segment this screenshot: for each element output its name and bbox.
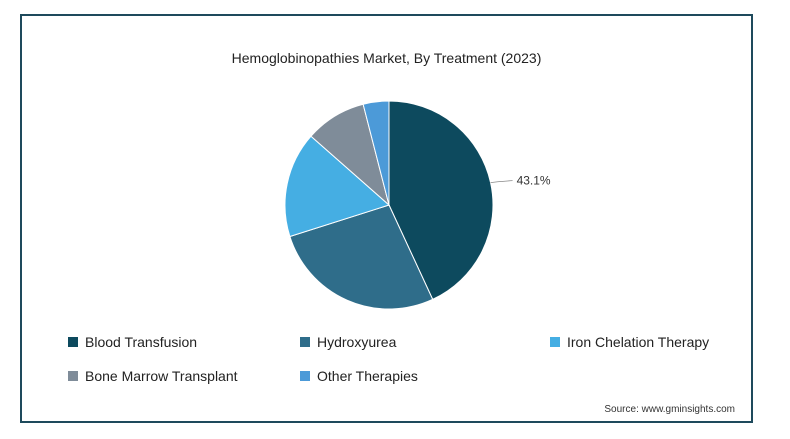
legend-label-bone-marrow-transplant: Bone Marrow Transplant [85, 368, 238, 384]
legend-item-hydroxyurea: Hydroxyurea [300, 334, 396, 350]
chart-frame: Hemoglobinopathies Market, By Treatment … [20, 14, 753, 423]
legend-item-iron-chelation-therapy: Iron Chelation Therapy [550, 334, 709, 350]
legend-label-other-therapies: Other Therapies [317, 368, 418, 384]
legend-item-bone-marrow-transplant: Bone Marrow Transplant [68, 368, 238, 384]
legend-swatch-bone-marrow-transplant [68, 371, 78, 381]
legend-swatch-hydroxyurea [300, 337, 310, 347]
pie-slice-other-therapies [362, 100, 390, 206]
legend-swatch-other-therapies [300, 371, 310, 381]
pie-slice-iron-chelation-therapy [284, 135, 390, 238]
pie-slice-blood-transfusion [388, 100, 494, 301]
source-note: Source: www.gminsights.com [604, 404, 735, 415]
pie-chart: 43.1% [284, 100, 551, 310]
pie-slice-hydroxyurea [289, 204, 434, 310]
legend-label-iron-chelation-therapy: Iron Chelation Therapy [567, 334, 710, 350]
legend-label-blood-transfusion: Blood Transfusion [85, 334, 198, 350]
legend-item-blood-transfusion: Blood Transfusion [68, 334, 197, 350]
legend-label-hydroxyurea: Hydroxyurea [317, 334, 397, 350]
chart-title: Hemoglobinopathies Market, By Treatment … [231, 50, 542, 66]
legend-swatch-iron-chelation-therapy [550, 337, 560, 347]
legend-item-other-therapies: Other Therapies [300, 368, 418, 384]
data-label-blood-transfusion: 43.1% [517, 174, 551, 188]
legend-swatch-blood-transfusion [68, 337, 78, 347]
data-label-leader-blood-transfusion [490, 180, 513, 184]
